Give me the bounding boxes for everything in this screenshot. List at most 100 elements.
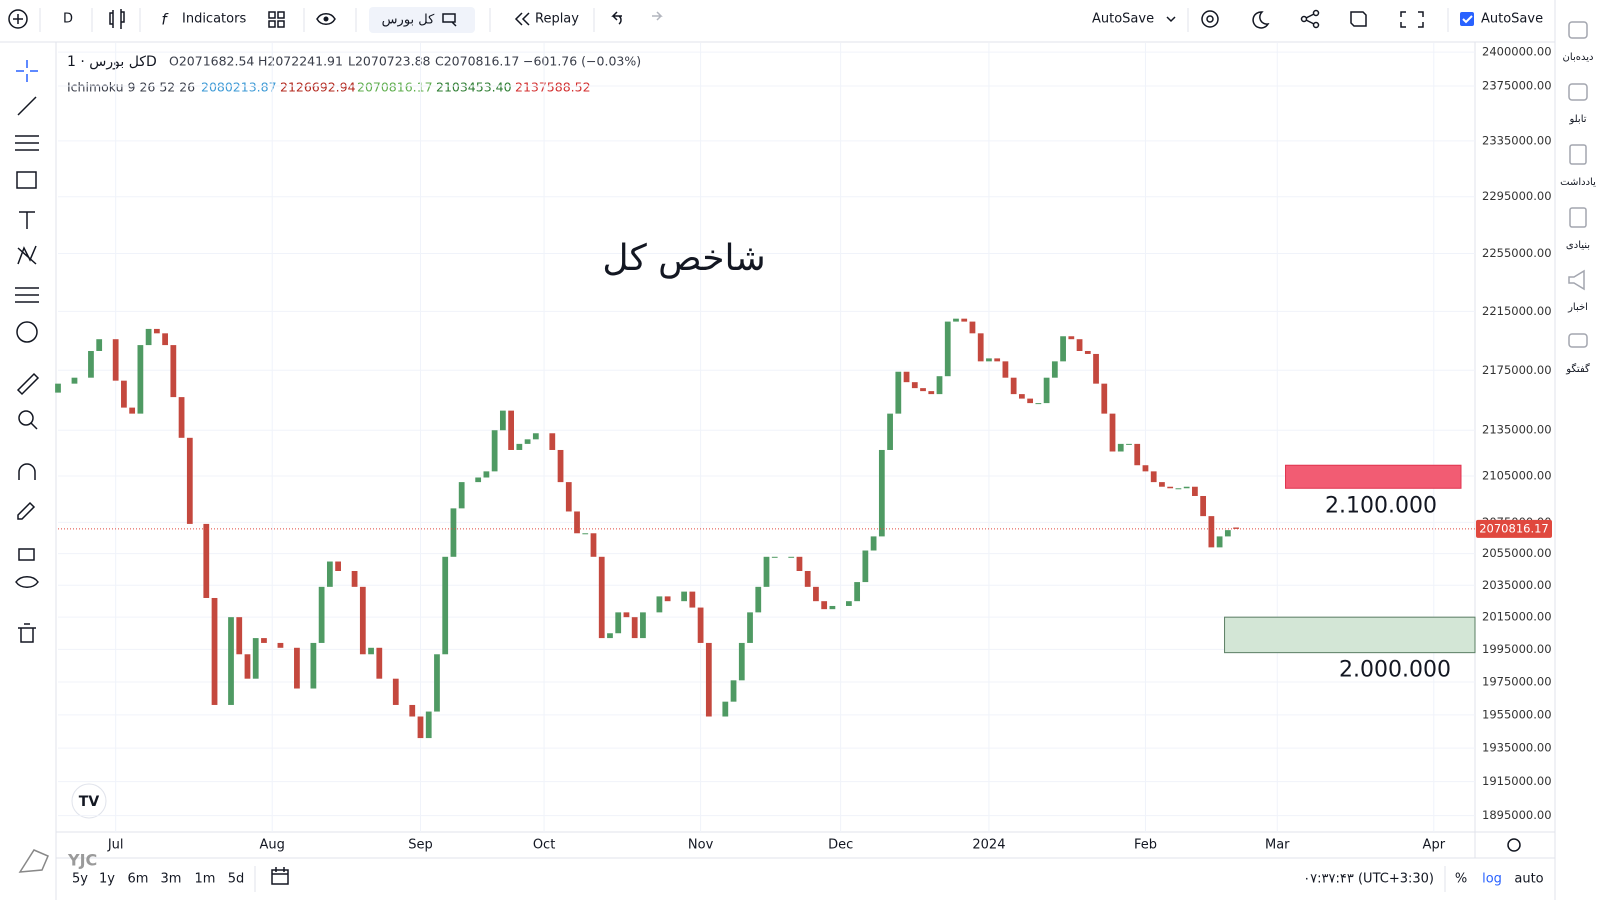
y-tick-label: 1955000.00 <box>1482 707 1552 721</box>
candle <box>532 433 539 440</box>
templates-button[interactable] <box>268 11 285 28</box>
autosave-menu[interactable]: AutoSave <box>1092 12 1154 27</box>
settings-button[interactable] <box>1201 10 1219 28</box>
share-button[interactable] <box>1300 9 1320 29</box>
candle <box>804 570 811 587</box>
candle <box>392 678 399 705</box>
lock-tool[interactable] <box>18 548 35 561</box>
fundamentals-icon[interactable] <box>1569 207 1587 228</box>
candle <box>829 605 836 610</box>
chart-type-button[interactable] <box>109 9 125 29</box>
indicator-legend: Ichimoku 9 26 52 26 <box>67 80 195 95</box>
news-icon[interactable] <box>1568 269 1585 291</box>
redo-button[interactable] <box>652 11 663 21</box>
stay-drawing-tool[interactable] <box>17 501 36 520</box>
candle <box>763 556 770 587</box>
x-tick-label: Dec <box>828 838 853 853</box>
indicators-button[interactable]: Indicators <box>182 12 246 27</box>
indicator-value: 2126692.94 <box>280 80 356 95</box>
crosshair-tool[interactable] <box>16 60 38 82</box>
symbol-legend: کل بورس · 1D <box>67 54 157 70</box>
candle <box>1126 443 1132 445</box>
text-tool[interactable] <box>19 211 35 229</box>
icon-tool[interactable] <box>16 321 38 343</box>
pattern-tool[interactable] <box>17 245 37 265</box>
autosave-toggle[interactable]: AutoSave <box>1481 12 1543 27</box>
tv-logo[interactable] <box>71 783 107 819</box>
interval-button[interactable]: D <box>63 12 73 27</box>
range-button[interactable]: 5y <box>72 872 88 887</box>
replay-icon <box>514 12 530 26</box>
candle <box>450 508 457 557</box>
range-button[interactable]: 3m <box>161 872 182 887</box>
range-button[interactable]: 6m <box>128 872 149 887</box>
candle <box>409 704 416 717</box>
chat-icon[interactable] <box>1568 333 1588 348</box>
range-button[interactable]: 1y <box>99 872 115 887</box>
watermark: YJC <box>67 851 97 870</box>
prediction-tool[interactable] <box>15 287 39 303</box>
sidebar-label[interactable]: اخبار <box>1567 302 1588 313</box>
candle <box>1068 336 1075 340</box>
shape-tool[interactable] <box>16 171 37 189</box>
candle <box>491 430 498 472</box>
delete-tool[interactable] <box>18 623 36 643</box>
fullscreen-button[interactable] <box>1400 11 1424 28</box>
auto-button[interactable]: auto <box>1514 872 1543 887</box>
autosave-checkbox[interactable] <box>1460 12 1474 26</box>
watchlist-icon[interactable] <box>1568 21 1588 39</box>
indicator-value: 2070816.17 <box>357 80 433 95</box>
candle <box>607 633 613 639</box>
x-tick-label: Mar <box>1265 838 1290 853</box>
replay-button[interactable]: Replay <box>535 12 579 27</box>
board-icon[interactable] <box>1568 83 1588 101</box>
x-tick-label: Jul <box>107 838 124 853</box>
notes-icon[interactable] <box>1569 144 1587 165</box>
sidebar-label[interactable]: یادداشت <box>1560 177 1596 188</box>
candle <box>1175 488 1182 490</box>
y-tick-label: 2105000.00 <box>1482 468 1552 482</box>
fib-tool[interactable] <box>15 135 39 151</box>
candle <box>368 647 374 655</box>
x-tick-label: Aug <box>260 838 285 853</box>
candle <box>615 612 622 634</box>
range-button[interactable]: 1m <box>195 872 216 887</box>
indicator-value: 2103453.40 <box>436 80 512 95</box>
measure-tool[interactable] <box>16 372 40 396</box>
candle <box>359 586 366 655</box>
undo-button[interactable] <box>611 11 622 25</box>
plus-icon <box>13 14 23 24</box>
eye-button[interactable] <box>316 13 336 25</box>
hide-tool[interactable] <box>15 576 39 588</box>
add-symbol-button[interactable] <box>8 9 28 29</box>
candle <box>425 711 432 739</box>
candle <box>153 328 160 334</box>
magnet-tool[interactable] <box>18 463 36 480</box>
sidebar-label[interactable]: گفتگو <box>1565 363 1590 375</box>
range-button[interactable]: 5d <box>228 872 245 887</box>
candle <box>640 612 646 639</box>
zoom-tool[interactable] <box>18 410 34 426</box>
candle <box>1150 471 1157 483</box>
candle <box>1101 383 1108 414</box>
theme-button[interactable] <box>1252 11 1270 29</box>
snapshot-button[interactable] <box>1350 11 1367 27</box>
candle <box>261 638 267 643</box>
trend-line-tool[interactable] <box>17 96 37 116</box>
date-range-button[interactable] <box>271 867 289 885</box>
percent-button[interactable]: % <box>1455 872 1467 887</box>
candle <box>1084 350 1091 354</box>
sidebar-label[interactable]: دیده‌بان <box>1563 52 1594 63</box>
candle <box>755 586 762 613</box>
y-tick-label: 1935000.00 <box>1482 741 1552 755</box>
y-tick-label: 2215000.00 <box>1482 304 1552 318</box>
candle <box>821 601 828 610</box>
sidebar-label[interactable]: تابلو <box>1568 114 1586 125</box>
sidebar-label[interactable]: بنیادی <box>1566 240 1590 251</box>
x-tick-label: 2024 <box>972 838 1005 853</box>
axis-settings-button[interactable] <box>1507 838 1521 852</box>
candle <box>738 642 745 681</box>
log-button[interactable]: log <box>1482 872 1502 887</box>
candle <box>582 533 589 535</box>
